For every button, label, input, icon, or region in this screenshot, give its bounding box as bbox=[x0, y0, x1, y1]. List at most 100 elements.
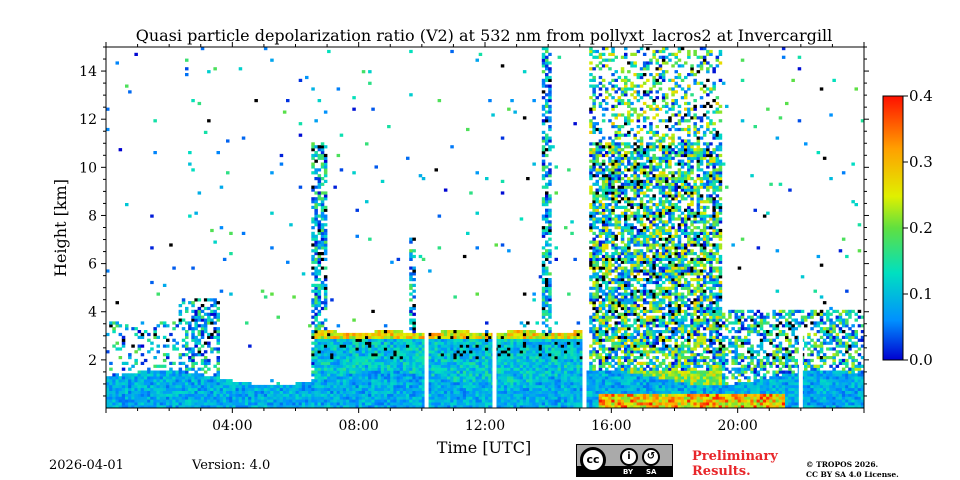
heatmap-cell bbox=[620, 344, 625, 348]
heatmap-cell bbox=[624, 344, 628, 348]
heatmap-cell bbox=[440, 405, 445, 408]
heatmap-cell bbox=[532, 330, 536, 334]
heatmap-cell bbox=[368, 387, 372, 391]
heatmap-cell bbox=[624, 286, 628, 290]
heatmap-cell bbox=[330, 393, 334, 397]
heatmap-cell bbox=[412, 350, 416, 354]
heatmap-cell bbox=[627, 208, 631, 212]
heatmap-cell bbox=[387, 382, 391, 386]
heatmap-cell bbox=[478, 353, 483, 357]
heatmap-cell bbox=[630, 350, 634, 354]
heatmap-cell bbox=[361, 396, 366, 400]
heatmap-cell bbox=[617, 283, 622, 287]
heatmap-cell bbox=[519, 370, 524, 374]
heatmap-cell bbox=[172, 379, 176, 383]
heatmap-cell bbox=[434, 396, 438, 400]
heatmap-cell bbox=[443, 188, 448, 192]
heatmap-cell bbox=[368, 393, 372, 397]
heatmap-cell bbox=[156, 370, 160, 374]
heatmap-cell bbox=[592, 272, 596, 276]
heatmap-cell bbox=[601, 205, 606, 209]
heatmap-cell bbox=[605, 263, 609, 267]
heatmap-cell bbox=[516, 393, 521, 397]
heatmap-cell bbox=[614, 168, 618, 172]
heatmap-cell bbox=[191, 390, 195, 394]
heatmap-cell bbox=[140, 405, 145, 408]
heatmap-cell bbox=[601, 119, 606, 123]
heatmap-cell bbox=[589, 321, 593, 325]
heatmap-cell bbox=[346, 379, 350, 383]
heatmap-cell bbox=[601, 382, 606, 386]
heatmap-cell bbox=[592, 393, 596, 397]
heatmap-cell bbox=[153, 151, 157, 155]
heatmap-cell bbox=[598, 168, 603, 172]
heatmap-cell bbox=[510, 335, 514, 339]
heatmap-cell bbox=[412, 289, 416, 293]
heatmap-cell bbox=[393, 390, 397, 394]
heatmap-cell bbox=[197, 101, 202, 106]
heatmap-cell bbox=[121, 393, 126, 397]
heatmap-cell bbox=[456, 335, 461, 339]
heatmap-cell bbox=[279, 384, 284, 389]
heatmap-cell bbox=[216, 384, 220, 389]
heatmap-cell bbox=[175, 324, 179, 328]
heatmap-cell bbox=[431, 390, 435, 394]
heatmap-cell bbox=[440, 341, 445, 345]
heatmap-cell bbox=[317, 228, 322, 233]
heatmap-cell bbox=[564, 384, 568, 389]
heatmap-cell bbox=[557, 350, 562, 354]
heatmap-cell bbox=[355, 353, 359, 357]
heatmap-cell bbox=[624, 399, 628, 403]
heatmap-cell bbox=[440, 399, 445, 403]
heatmap-cell bbox=[598, 304, 603, 308]
heatmap-cell bbox=[169, 370, 173, 374]
heatmap-cell bbox=[399, 376, 404, 380]
heatmap-cell bbox=[207, 384, 211, 389]
heatmap-cell bbox=[352, 318, 356, 322]
heatmap-cell bbox=[627, 278, 631, 282]
heatmap-cell bbox=[106, 376, 110, 380]
heatmap-cell bbox=[500, 367, 505, 371]
heatmap-cell bbox=[106, 350, 110, 354]
heatmap-cell bbox=[627, 260, 631, 264]
heatmap-cell bbox=[191, 353, 195, 357]
heatmap-cell bbox=[459, 382, 464, 386]
heatmap-cell bbox=[185, 353, 189, 357]
heatmap-cell bbox=[248, 405, 252, 408]
heatmap-cell bbox=[605, 309, 609, 313]
heatmap-cell bbox=[314, 286, 318, 290]
heatmap-cell bbox=[361, 338, 366, 342]
heatmap-cell bbox=[605, 168, 609, 172]
heatmap-cell bbox=[210, 384, 214, 389]
heatmap-cell bbox=[624, 153, 628, 158]
heatmap-cell bbox=[434, 332, 438, 337]
heatmap-cell bbox=[617, 341, 622, 345]
heatmap-cell bbox=[557, 376, 562, 380]
heatmap-cell bbox=[185, 309, 189, 313]
heatmap-cell bbox=[434, 168, 438, 172]
heatmap-cell bbox=[595, 373, 599, 377]
heatmap-cell bbox=[617, 96, 622, 100]
heatmap-cell bbox=[156, 292, 160, 296]
heatmap-cell bbox=[469, 390, 473, 394]
heatmap-cell bbox=[624, 260, 628, 264]
heatmap-cell bbox=[314, 315, 318, 319]
heatmap-cell bbox=[311, 87, 315, 91]
heatmap-cell bbox=[330, 350, 334, 354]
heatmap-cell bbox=[447, 356, 451, 360]
heatmap-cell bbox=[365, 393, 369, 397]
heatmap-cell bbox=[191, 393, 195, 397]
heatmap-cell bbox=[213, 387, 217, 391]
heatmap-cell bbox=[595, 240, 599, 244]
heatmap-cell bbox=[137, 396, 142, 400]
heatmap-cell bbox=[548, 358, 552, 363]
heatmap-cell bbox=[327, 353, 331, 357]
heatmap-cell bbox=[289, 387, 293, 391]
heatmap-cell bbox=[143, 390, 148, 394]
heatmap-cell bbox=[317, 344, 322, 348]
heatmap-cell bbox=[235, 382, 239, 386]
heatmap-cell bbox=[153, 327, 157, 331]
heatmap-cell bbox=[522, 356, 527, 360]
heatmap-cell bbox=[415, 367, 419, 371]
heatmap-cell bbox=[412, 312, 416, 316]
